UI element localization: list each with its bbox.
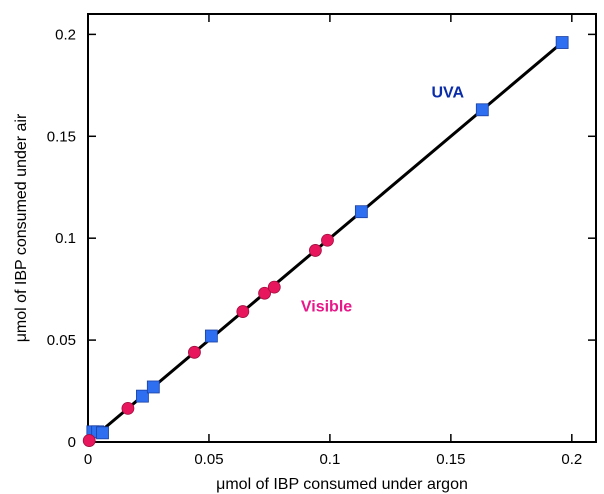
y-tick-label: 0.15 bbox=[47, 128, 76, 145]
data-points bbox=[82, 36, 569, 447]
visible-point bbox=[82, 434, 96, 447]
annotation-uva: UVA bbox=[432, 85, 465, 102]
uva-point bbox=[96, 426, 109, 440]
visible-point bbox=[188, 345, 201, 359]
uva-point bbox=[475, 103, 489, 117]
y-tick-label: 0 bbox=[68, 434, 76, 451]
x-tick-label: 0.2 bbox=[561, 451, 582, 468]
y-tick-label: 0.2 bbox=[55, 26, 76, 43]
x-axis-ticks: 0 0.05 0.1 0.15 0.2 bbox=[84, 14, 582, 468]
x-tick-label: 0 bbox=[84, 451, 92, 468]
x-tick-label: 0.1 bbox=[319, 451, 340, 468]
visible-point bbox=[121, 401, 135, 415]
y-axis-title: μmol of IBP consumed under air bbox=[13, 113, 30, 342]
uva-point bbox=[136, 389, 149, 403]
visible-point bbox=[267, 280, 281, 294]
y-axis-ticks: 0 0.05 0.1 0.15 0.2 bbox=[47, 26, 596, 451]
annotation-visible: Visible bbox=[301, 299, 352, 316]
visible-point bbox=[236, 305, 250, 318]
x-tick-label: 0.05 bbox=[194, 451, 223, 468]
visible-point bbox=[308, 244, 322, 257]
visible-point bbox=[258, 286, 271, 300]
x-tick-label: 0.15 bbox=[436, 451, 465, 468]
uva-point bbox=[354, 205, 368, 219]
visible-point bbox=[321, 233, 334, 247]
y-tick-label: 0.05 bbox=[47, 332, 76, 349]
y-tick-label: 0.1 bbox=[55, 230, 76, 247]
uva-point bbox=[555, 36, 569, 49]
x-axis-title: μmol of IBP consumed under argon bbox=[216, 476, 468, 493]
uva-point bbox=[204, 329, 218, 343]
uva-point bbox=[146, 380, 160, 394]
